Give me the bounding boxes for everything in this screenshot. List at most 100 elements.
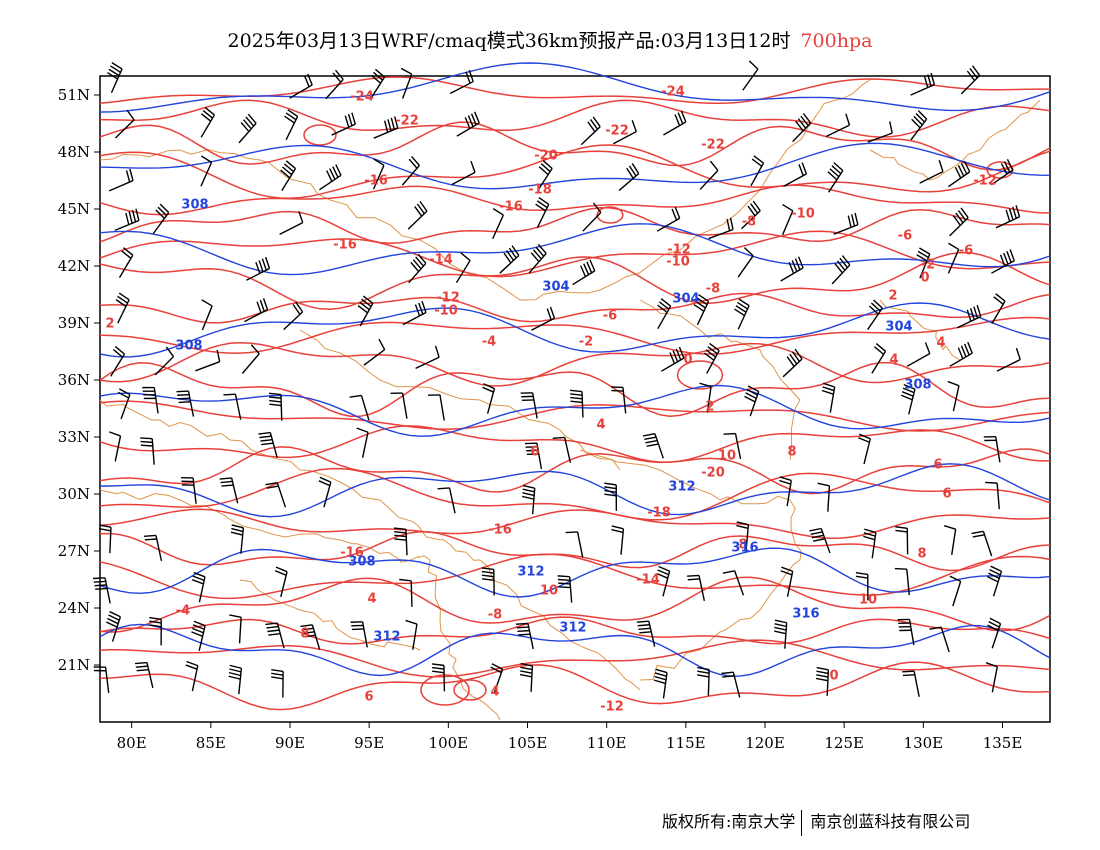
x-tick-label: 100E: [429, 734, 469, 752]
temperature-label: 2: [105, 317, 114, 332]
wind-barb: [437, 487, 456, 514]
wind-barbs: [93, 60, 1021, 699]
height-label: 312: [668, 480, 695, 495]
wind-barb: [987, 565, 1003, 597]
wind-barb: [372, 158, 385, 190]
wind-barb: [449, 69, 474, 95]
wind-barb: [867, 121, 893, 143]
border-line: [99, 489, 431, 563]
wind-barb: [524, 442, 543, 469]
height-contour: [99, 547, 1051, 598]
wind-barb: [900, 383, 916, 415]
y-tick-label: 36N: [58, 371, 90, 389]
wind-barb: [582, 202, 602, 232]
y-tick-label: 27N: [58, 542, 90, 560]
wind-barb: [195, 349, 221, 372]
y-tick-label: 24N: [58, 599, 90, 617]
wind-barb: [557, 575, 573, 603]
x-tick-label: 120E: [745, 734, 785, 752]
wind-barb: [656, 206, 681, 232]
footer-divider: [801, 809, 803, 836]
wind-barb: [223, 393, 242, 420]
border-line: [99, 399, 641, 691]
wind-barb: [108, 431, 122, 462]
wind-barb: [902, 670, 920, 697]
wind-barb: [481, 567, 495, 596]
contour-labels: -24-22-22-24-22-20-18-16-16-16-14-12-10-…: [105, 85, 996, 715]
height-label: 308: [181, 198, 208, 213]
wind-barb: [492, 208, 504, 240]
wind-barb: [357, 295, 374, 327]
wind-barb: [246, 256, 271, 281]
wind-barb: [991, 249, 1015, 274]
wind-barb: [604, 482, 618, 511]
wind-barb: [611, 525, 625, 555]
wind-barb: [780, 566, 794, 597]
temperature-label: -22: [395, 114, 419, 129]
wind-barb: [456, 111, 480, 137]
temperature-contour: [99, 121, 1051, 171]
y-tick-label: 45N: [58, 200, 90, 218]
temperature-label: 6: [364, 690, 373, 705]
temperature-label: -12: [667, 243, 691, 258]
wind-barb: [258, 431, 278, 458]
wind-barb: [643, 432, 664, 459]
wind-barb: [943, 524, 957, 555]
wind-barb: [427, 394, 445, 421]
wind-barb: [809, 527, 831, 554]
wind-barb: [415, 345, 440, 370]
wind-barb: [985, 662, 999, 693]
wind-barb: [722, 570, 745, 596]
wind-barb: [399, 578, 413, 607]
wind-barb: [117, 388, 131, 420]
temperature-label: -16: [364, 174, 388, 189]
temperature-contours: [99, 76, 1051, 711]
y-tick-label: 30N: [58, 485, 90, 503]
temperature-label: -16: [333, 238, 357, 253]
wind-barb: [783, 162, 808, 187]
temperature-label: -12: [436, 291, 460, 306]
wind-barb: [983, 436, 1001, 463]
temperature-label: 6: [942, 487, 951, 502]
wind-barb: [821, 382, 836, 413]
temperature-contour: [99, 639, 1051, 678]
temperature-label: -12: [600, 700, 624, 715]
height-label: 316: [792, 607, 819, 622]
wind-barb: [916, 247, 931, 279]
temperature-label: 10: [859, 593, 877, 608]
height-contour: [99, 142, 1051, 190]
temperature-label: 8: [300, 627, 309, 642]
wind-barb: [792, 113, 812, 143]
wind-barb: [408, 253, 427, 284]
wind-barb: [268, 392, 283, 421]
wind-barb: [734, 298, 750, 330]
y-tick-label: 42N: [58, 257, 90, 275]
wind-barb: [971, 530, 993, 557]
temperature-label: -14: [429, 253, 453, 268]
border-line: [99, 79, 871, 301]
copyright-right: 南京创蓝科技有限公司: [810, 812, 971, 831]
wind-barb: [229, 614, 242, 644]
temperature-contour: [99, 361, 1051, 418]
wind-barb: [910, 110, 928, 141]
wind-barb: [149, 616, 162, 646]
temperature-label: 2: [888, 289, 897, 304]
wind-barb: [289, 73, 313, 99]
wind-barb: [657, 298, 672, 330]
wind-barb: [929, 626, 950, 653]
wind-barb: [152, 203, 170, 234]
border-line: [869, 99, 1041, 181]
wind-barb: [737, 247, 754, 278]
wind-barb: [143, 534, 163, 561]
temperature-contour: [99, 616, 1051, 645]
wind-barb: [703, 342, 720, 374]
border-line: [579, 449, 802, 681]
country-borders: [99, 79, 1041, 721]
title-level: 700hpa: [800, 30, 873, 52]
wind-barb: [520, 392, 538, 419]
y-tick-label: 33N: [58, 428, 90, 446]
wind-barb: [610, 386, 627, 414]
height-contour: [99, 302, 1051, 358]
wind-barb: [947, 242, 960, 274]
wind-barb: [956, 304, 982, 329]
